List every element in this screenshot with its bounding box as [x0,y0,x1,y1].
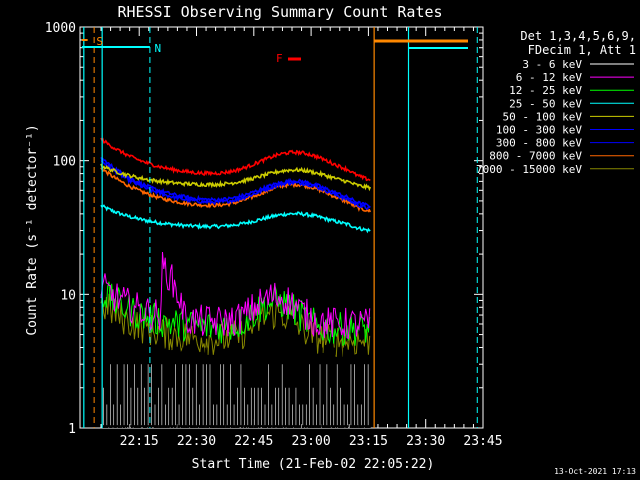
legend-label: 100 - 300 keV [496,124,582,137]
legend-label: 12 - 25 keV [509,84,582,97]
plot-area: 1 10 100 1000 22:15 22:30 22:45 23:00 23:15 23:30… [45,21,503,449]
x-axis-label: Start Time (21-Feb-02 22:05:22) [192,457,435,472]
x-tick-label: 22:15 [120,434,159,449]
x-tick-label: 23:45 [463,434,502,449]
series-line-4 [100,163,372,192]
legend-label: 7000 - 15000 keV [476,163,582,176]
x-tick-label: 22:30 [177,434,216,449]
legend-label: 50 - 100 keV [503,110,583,123]
series-line-1 [100,251,371,340]
flare-marker-label: F [276,52,283,65]
x-tick-label: 22:45 [234,434,273,449]
legend-header-line: FDecim 1, Att 1 [528,43,636,57]
footer-date: 13-Oct-2021 17:13 [554,467,636,476]
series-line-6 [100,160,371,211]
x-tick-label: 23:30 [406,434,445,449]
legend-label: 25 - 50 keV [509,97,582,110]
series-line-3 [100,204,371,234]
legend-label: 3 - 6 keV [522,58,582,71]
x-tick-label: 23:00 [292,434,331,449]
x-tick-label: 23:15 [349,434,388,449]
legend-label: 800 - 7000 keV [489,150,582,163]
legend-label: 300 - 800 keV [496,137,582,150]
y-tick-label: 10 [60,288,76,303]
legend-header-line: Det 1,3,4,5,6,9, [520,29,636,43]
legend: Det 1,3,4,5,6,9,FDecim 1, Att 13 - 6 keV… [476,29,636,176]
saa-marker-label: S [96,35,103,48]
series-line-5 [100,156,371,208]
night-marker-label: N [154,42,161,55]
y-tick-label: 1 [68,422,76,437]
legend-label: 6 - 12 keV [516,71,583,84]
y-tick-label: 1000 [45,21,76,36]
chart-title: RHESSI Observing Summary Count Rates [117,3,442,21]
y-axis-label: Count Rate (s⁻¹ detector⁻¹) [25,124,40,335]
series-line-9 [100,137,371,182]
y-tick-label: 100 [53,155,76,170]
